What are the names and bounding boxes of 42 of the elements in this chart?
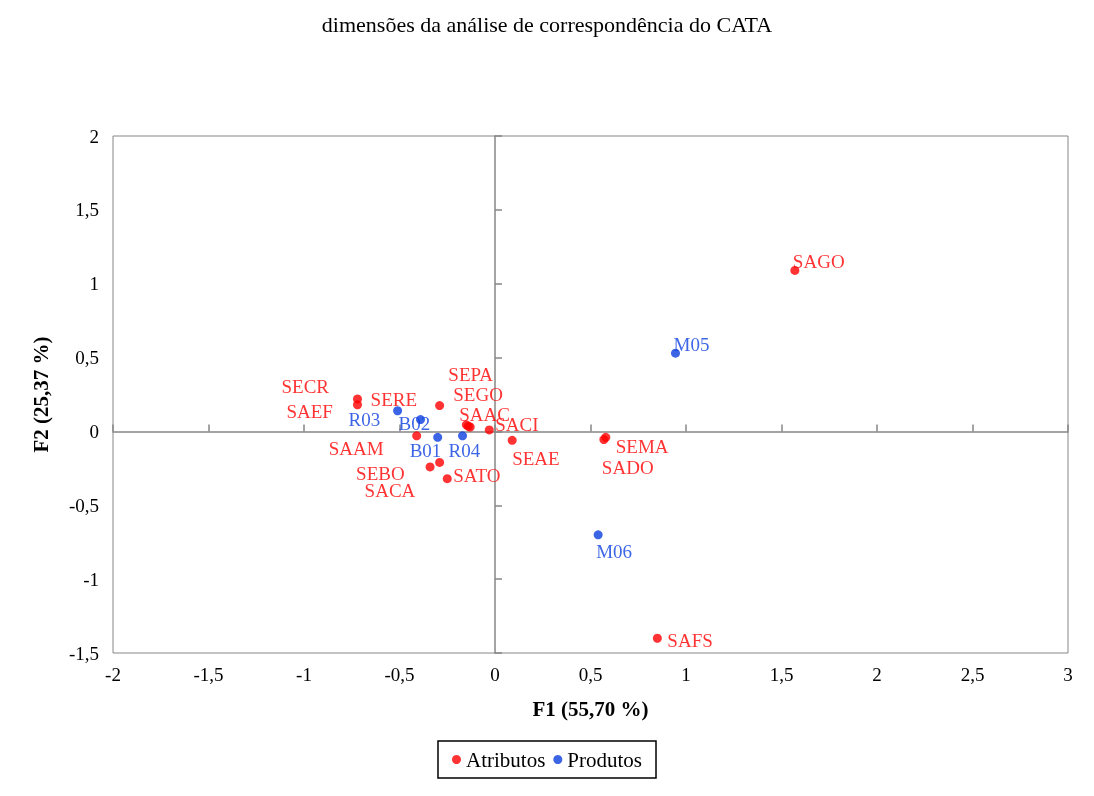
y-tick-label: 1 (89, 273, 99, 295)
data-label: SEAE (512, 447, 560, 469)
data-label: SEGO (453, 383, 503, 405)
data-label: SAEF (286, 401, 333, 423)
data-label: SAGO (792, 250, 845, 272)
x-tick-label: 0,5 (578, 664, 603, 685)
data-label: SEMA (615, 435, 669, 457)
x-tick-label: 1 (681, 664, 691, 685)
data-label: R03 (348, 409, 381, 431)
data-label: B02 (398, 413, 431, 435)
x-tick-label: -2 (105, 664, 121, 685)
data-label: R04 (448, 440, 481, 462)
y-tick-label: -0,5 (68, 494, 99, 516)
legend-label: Atributos (465, 747, 546, 772)
x-tick-label: 0 (490, 664, 500, 685)
data-label: SECR (281, 376, 330, 398)
x-tick-label: 2 (872, 664, 882, 685)
data-label: B01 (409, 439, 442, 461)
x-tick-label: 1,5 (769, 664, 794, 685)
data-label: SADO (601, 457, 654, 479)
y-tick-label: 0 (89, 420, 99, 442)
x-tick-label: -0,5 (384, 664, 415, 685)
y-tick-label: 2 (89, 125, 99, 147)
legend-label: Produtos (567, 747, 643, 772)
x-tick-label: -1,5 (193, 664, 224, 685)
x-axis-title: F1 (55,70 %) (532, 696, 649, 721)
data-label: M06 (596, 541, 633, 563)
data-label: SATO (453, 465, 501, 487)
x-tick-label: 3 (1063, 664, 1073, 685)
data-label: M05 (673, 333, 710, 355)
y-tick-label: -1 (83, 568, 99, 590)
chart-title: dimensões da análise de correspondência do CATA (321, 11, 773, 37)
data-label: SAAM (328, 438, 384, 460)
x-tick-label: 2,5 (960, 664, 985, 685)
y-tick-label: 0,5 (75, 347, 99, 369)
data-label: SEPA (448, 364, 494, 386)
y-axis-title: F2 (25,37 %) (28, 336, 53, 453)
y-tick-label: -1,5 (68, 642, 99, 664)
data-label: SAFS (667, 629, 713, 651)
x-tick-label: -1 (296, 664, 312, 685)
y-tick-label: 1,5 (75, 199, 99, 221)
data-label: SERE (370, 389, 418, 411)
